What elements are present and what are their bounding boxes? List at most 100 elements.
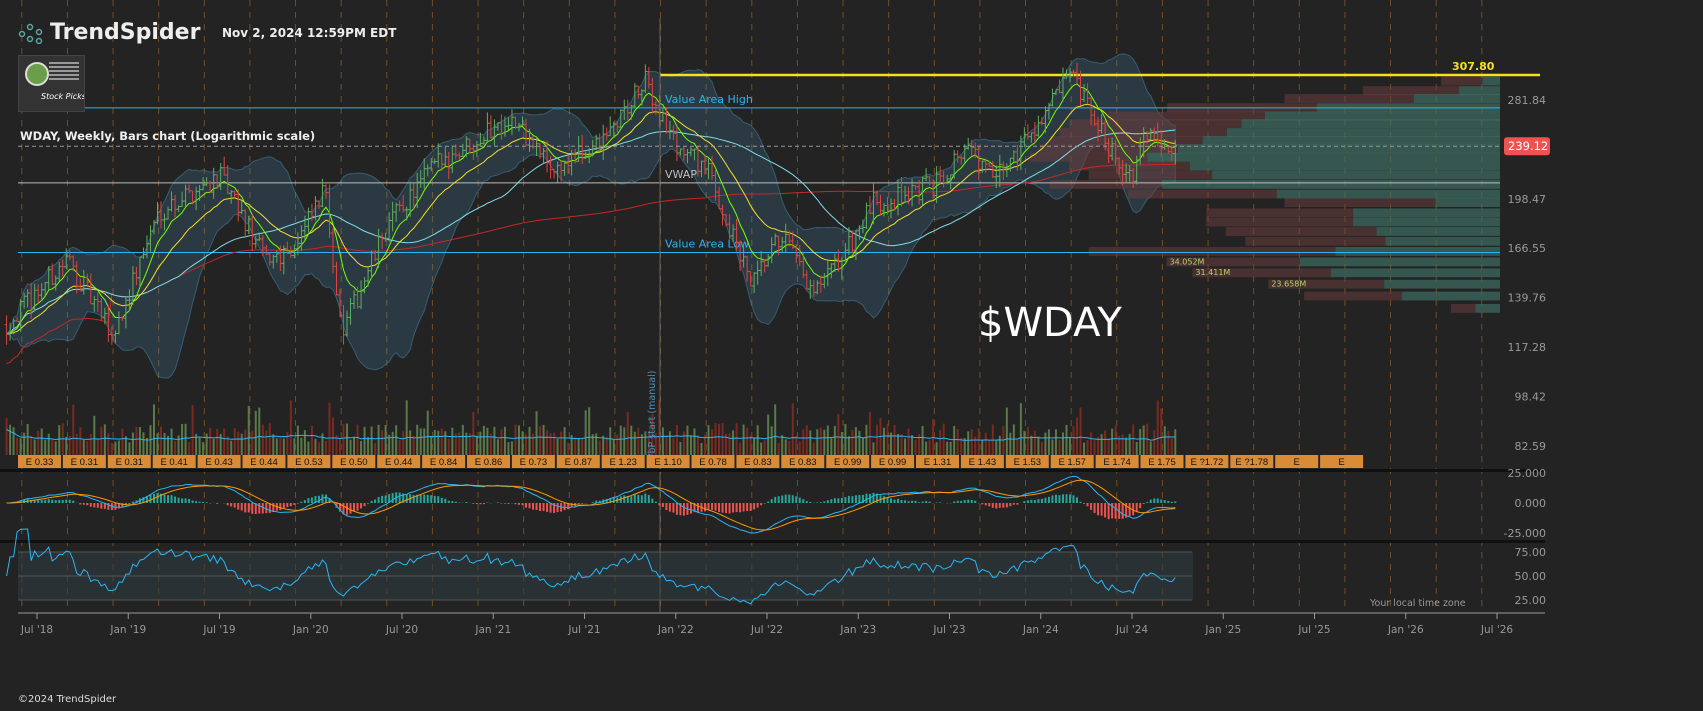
macd-histogram-bar — [117, 503, 120, 509]
volume-profile-down-bar — [1030, 152, 1148, 162]
volume-bar — [152, 404, 155, 455]
volume-bar — [1009, 432, 1012, 455]
volume-bar — [107, 432, 110, 455]
macd-histogram-bar — [900, 499, 903, 503]
volume-bar — [963, 438, 966, 455]
volume-bar — [970, 429, 973, 455]
volume-bar — [1132, 424, 1135, 455]
macd-histogram-bar — [542, 503, 545, 512]
volume-bar — [184, 423, 187, 455]
volume-bar — [1142, 425, 1145, 455]
volume-profile-up-bar — [1241, 119, 1500, 129]
volume-bar — [918, 434, 921, 455]
macd-histogram-bar — [1030, 499, 1033, 503]
macd-histogram-bar — [830, 499, 833, 503]
macd-histogram-bar — [1002, 503, 1005, 508]
macd-histogram-bar — [402, 493, 405, 503]
macd-histogram-bar — [595, 500, 598, 503]
macd-histogram-bar — [661, 503, 664, 508]
macd-histogram-bar — [570, 503, 573, 508]
volume-bar — [956, 429, 959, 455]
earnings-badge — [916, 455, 959, 468]
volume-average-line — [6, 428, 1176, 441]
macd-histogram-bar — [142, 497, 145, 503]
macd-histogram-bar — [763, 503, 766, 504]
volume-profile-up-bar — [1413, 94, 1500, 103]
volume-bar — [675, 424, 678, 455]
x-axis-tick-label: Jan '21 — [474, 624, 511, 636]
macd-histogram-bar — [1009, 503, 1012, 507]
volume-bar — [1019, 403, 1022, 455]
thumbnail-text-lines — [49, 62, 79, 82]
macd-histogram-bar — [970, 499, 973, 503]
volume-bar — [602, 435, 605, 455]
volume-profile-down-bar — [1284, 198, 1436, 207]
macd-histogram-bar — [668, 503, 671, 512]
x-axis-tick-label: Jul '21 — [567, 624, 600, 636]
macd-histogram-bar — [753, 503, 756, 510]
volume-bar — [714, 423, 717, 455]
earnings-badge — [1230, 455, 1274, 468]
macd-histogram-bar — [103, 503, 106, 509]
macd-histogram-bar — [1068, 494, 1071, 503]
macd-histogram-bar — [279, 503, 282, 511]
volume-bar — [430, 436, 433, 455]
volume-bar — [461, 424, 464, 455]
earnings-badge — [601, 455, 645, 468]
volume-bar — [16, 437, 19, 455]
volume-profile-down-bar — [1049, 136, 1203, 145]
macd-histogram-bar — [310, 497, 313, 503]
volume-bar — [419, 428, 422, 455]
volume-bar — [777, 442, 780, 455]
volume-profile-up-bar — [1226, 128, 1500, 137]
volume-bar — [1079, 407, 1082, 455]
volume-bar — [468, 433, 471, 455]
earnings-label: E 0.53 — [295, 457, 322, 468]
macd-histogram-bar — [837, 498, 840, 503]
volume-profile-up-bar — [1385, 236, 1500, 246]
volume-bar — [784, 439, 787, 455]
volume-bar — [858, 430, 861, 455]
volume-bar — [868, 412, 871, 455]
macd-histogram-bar — [300, 501, 303, 503]
volume-bar — [247, 405, 250, 455]
volume-bar — [658, 399, 661, 455]
earnings-badge — [152, 455, 196, 468]
earnings-badge — [62, 455, 106, 468]
volume-bar — [240, 433, 243, 455]
earnings-label: E 0.87 — [565, 457, 592, 468]
volume-bar — [1104, 430, 1107, 455]
volume-profile-down-bar — [1069, 119, 1242, 129]
macd-histogram-bar — [577, 503, 580, 505]
macd-histogram-bar — [882, 496, 885, 503]
volume-bar — [1090, 432, 1093, 455]
volume-bar — [68, 435, 71, 455]
macd-histogram-bar — [1051, 495, 1054, 503]
volume-bar — [1093, 440, 1096, 455]
volume-profile-down-bar — [1284, 94, 1414, 103]
volume-bar — [244, 429, 247, 455]
price-axis-tick: 117.28 — [1508, 341, 1547, 354]
volume-bar — [756, 425, 759, 455]
macd-histogram-bar — [893, 499, 896, 503]
earnings-label: E 0.83 — [744, 457, 771, 468]
macd-axis-tick: 0.000 — [1515, 497, 1547, 510]
macd-histogram-bar — [240, 503, 243, 511]
volume-profile-up-bar — [1475, 303, 1500, 313]
volume-bar — [647, 430, 650, 455]
volume-bar — [974, 436, 977, 455]
volume-bar — [289, 400, 292, 455]
volume-profile-down-bar — [1362, 86, 1459, 96]
earnings-badge — [556, 455, 600, 468]
earnings-label: E 0.86 — [475, 457, 502, 468]
volume-bar — [93, 415, 96, 455]
volume-bar — [191, 405, 194, 455]
macd-histogram-bar — [816, 502, 819, 503]
volume-bar — [237, 431, 240, 455]
volume-bar — [984, 432, 987, 455]
volume-bar — [1167, 430, 1170, 455]
volume-bar — [395, 425, 398, 455]
macd-histogram-bar — [282, 503, 285, 509]
volume-bar — [875, 424, 878, 455]
